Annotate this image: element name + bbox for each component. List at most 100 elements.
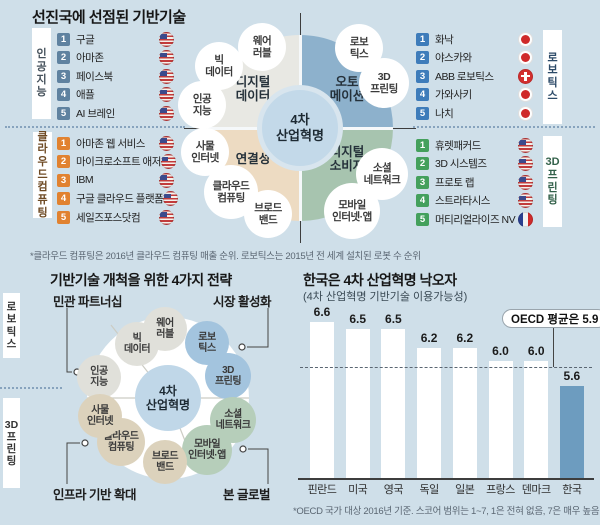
company-name: 나치 (435, 107, 454, 120)
bar (559, 386, 584, 478)
country-flag-icon (518, 105, 533, 121)
rank-badge: 4 (416, 194, 429, 207)
divider-line-bottom (300, 203, 301, 243)
country-flag-icon (518, 137, 533, 153)
bubble-ai: 인공 지능 (77, 355, 121, 399)
country-flag-icon (159, 135, 174, 151)
bubble-social-network: 소셜 네트워크 (356, 148, 408, 200)
bubble-cloud: 클라우드 컴퓨팅 (204, 165, 258, 219)
rank-badge: 4 (57, 88, 70, 101)
bar-category-label: 덴마크 (521, 484, 551, 496)
callout-pointer-line (553, 328, 554, 367)
country-flag-icon (159, 105, 174, 121)
company-name: 스트라타시스 (435, 195, 490, 207)
bar-value-label: 6.0 (492, 344, 509, 358)
strategy-label-born-global: 본 글로벌 (223, 488, 270, 502)
ranked-company-row: 3 ABB 로보틱스 (416, 68, 533, 84)
ranked-company-row: 4 가와사키 (416, 87, 533, 103)
country-flag-icon (159, 172, 174, 188)
ranked-company-row: 1 화낙 (416, 31, 533, 47)
bar (345, 329, 370, 478)
bar-value-label: 6.5 (349, 312, 367, 326)
company-name: 세일즈포스닷컴 (76, 211, 141, 224)
bubble-ai: 인공 지능 (178, 81, 226, 129)
rank-badge: 5 (416, 212, 429, 226)
bar-group-germany: 6.2 독일 (411, 300, 447, 496)
ranked-company-row: 3 IBM (57, 172, 174, 188)
country-flag-icon (518, 31, 533, 47)
ranked-company-row: 3 페이스북 (57, 68, 174, 84)
bar-group-finland: 6.6 핀란드 (304, 300, 340, 496)
bar-value-label: 5.6 (563, 369, 581, 383)
bar-group-korea: 5.6 한국 (554, 300, 590, 496)
bar (452, 348, 477, 478)
chart-title: 한국은 4차 산업혁명 낙오자 (303, 272, 457, 288)
bar (524, 361, 549, 478)
strategy-center-label: 4차 산업혁명 (145, 383, 191, 412)
country-flag-icon (518, 68, 533, 84)
ranked-company-row: 5 세일즈포스닷컴 (57, 209, 174, 225)
rank-badge: 2 (416, 51, 429, 64)
country-flag-icon (159, 87, 174, 102)
sidebar-label-robotics: 로보틱스 (3, 293, 20, 358)
ranked-company-row: 5 나치 (416, 105, 533, 121)
rank-badge: 3 (416, 175, 429, 189)
oecd-average-reference-line (300, 367, 592, 368)
group-label-ai: 인공지능 (32, 28, 51, 119)
connector-dot-icons (73, 343, 247, 453)
ranked-company-row: 1 아마존 웹 서비스 (57, 135, 174, 151)
divider-line-top (300, 13, 301, 55)
chart-subtitle: (4차 산업혁명 기반기술 이용가능성) (303, 291, 468, 303)
bar (310, 322, 334, 478)
rank-badge: 5 (57, 106, 70, 120)
bar-value-label: 6.0 (527, 344, 545, 358)
rank-badge: 2 (57, 155, 70, 168)
company-name: 마이크로소프트 애저 (76, 156, 161, 168)
top-footnote: *클라우드 컴퓨팅은 2016년 클라우드 컴퓨팅 매출 순위. 로보틱스는 2… (30, 251, 421, 262)
bar-category-label: 핀란드 (307, 484, 337, 496)
strategy-title: 기반기술 개척을 위한 4가지 전략 (50, 272, 232, 288)
bubble-broadband: 브로드 밴드 (244, 190, 292, 238)
bar-group-france: 6.0 프랑스 (483, 300, 519, 496)
rank-badge: 1 (57, 136, 70, 150)
company-name: 휴렛패커드 (435, 139, 481, 152)
top-section-title: 선진국에 선점된 기반기술 (32, 9, 186, 26)
company-name: 아마존 웹 서비스 (76, 137, 145, 150)
bar (381, 329, 406, 478)
company-name: 프로토 랩 (435, 176, 475, 189)
bar-group-japan: 6.2 일본 (447, 300, 483, 496)
bubble-big-data: 빅 데이터 (115, 322, 159, 366)
quadrant-digital-data-label: 디지털 데이터 (235, 75, 271, 104)
company-name: 아마존 (76, 52, 104, 64)
bubble-mobile-internet: 모바일 인터넷·앱 (324, 183, 380, 239)
ranked-company-row: 5 AI 브레인 (57, 105, 174, 121)
rank-badge: 3 (416, 69, 429, 83)
rank-badge: 3 (57, 69, 70, 83)
bar-value-label: 6.6 (313, 305, 331, 319)
rank-badge: 4 (416, 88, 429, 101)
bubble-3d-printing: 3D 프린팅 (359, 58, 409, 108)
quadrant-connectivity-label: 연결성 (235, 152, 271, 166)
country-flag-icon (159, 31, 174, 47)
country-flag-icon (518, 193, 533, 208)
ranked-company-row: 4 스트라타시스 (416, 193, 533, 209)
bar-value-label: 6.2 (456, 331, 474, 345)
wheel-center-circle: 4차 산업혁명 (257, 85, 343, 171)
bar-group-usa: 6.5 미국 (340, 300, 376, 496)
country-flag-icon (159, 50, 174, 65)
bar-value-label: 6.2 (420, 331, 438, 345)
bubble-3d-printing: 3D 프린팅 (205, 353, 251, 399)
bubble-big-data: 빅 데이터 (195, 42, 243, 90)
bar (417, 348, 442, 478)
strategy-label-infrastructure: 인프라 기반 확대 (53, 488, 136, 502)
rank-badge: 2 (416, 157, 429, 170)
ranked-company-row: 1 구글 (57, 31, 174, 47)
ranked-company-row: 2 3D 시스템즈 (416, 156, 533, 172)
bar-group-uk: 6.5 영국 (375, 300, 411, 496)
bar-category-label: 미국 (348, 484, 368, 496)
company-name: 3D 시스템즈 (435, 158, 487, 170)
sidebar-divider-dotted (0, 387, 62, 389)
company-name: 구글 클라우드 플랫폼 (76, 193, 164, 205)
bar-category-label: 독일 (419, 484, 439, 496)
company-name: 페이스북 (76, 70, 113, 83)
